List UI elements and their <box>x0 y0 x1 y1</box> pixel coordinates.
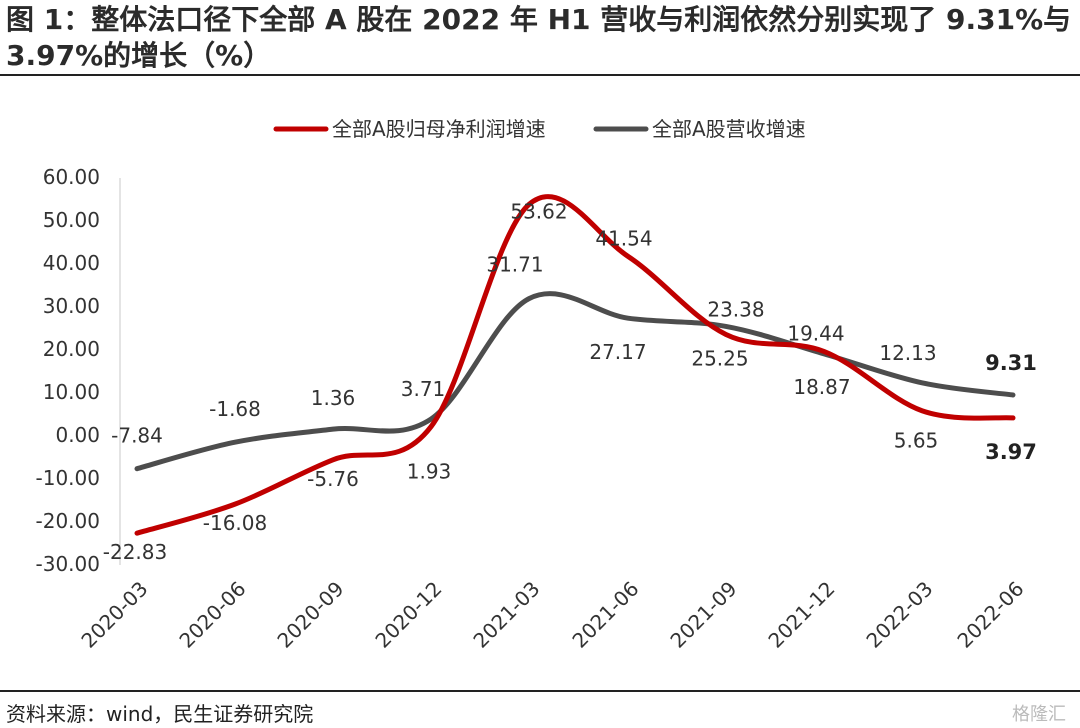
data-label-profit: 1.93 <box>407 460 452 484</box>
x-tick-label: 2020-12 <box>370 577 446 653</box>
y-tick-label: 60.00 <box>43 165 100 189</box>
data-label-profit: 5.65 <box>894 429 939 453</box>
line-chart: 全部A股归母净利润增速 全部A股营收增速 60.00 50.00 40.00 30.0… <box>36 117 1037 653</box>
data-label-revenue: -7.84 <box>111 424 163 448</box>
data-label-profit: 19.44 <box>787 321 844 345</box>
title-divider <box>0 74 1080 76</box>
x-tick-label: 2022-03 <box>861 577 937 653</box>
data-label-profit: 41.54 <box>595 226 652 250</box>
data-label-revenue: 12.13 <box>879 341 936 365</box>
chart-title: 图 1：整体法口径下全部 A 股在 2022 年 H1 营收与利润依然分别实现了… <box>6 3 1072 72</box>
x-tick-label: 2020-06 <box>174 577 250 653</box>
data-label-revenue: 9.31 <box>985 351 1037 375</box>
data-label-profit: -22.83 <box>103 540 167 564</box>
data-label-profit: 3.97 <box>985 440 1037 464</box>
watermark-logo: 格隆汇 <box>1012 704 1066 725</box>
series-line-profit <box>134 194 1016 536</box>
y-tick-label: -20.00 <box>36 509 100 533</box>
x-tick-labels: 2020-03 2020-06 2020-09 2020-12 2021-03 2021-… <box>76 577 1028 653</box>
data-label-revenue: 31.71 <box>486 253 543 277</box>
x-tick-label: 2021-12 <box>763 577 839 653</box>
data-labels: -22.83 -16.08 -5.76 1.93 53.62 41.54 23.38 19.4… <box>103 199 1037 564</box>
x-tick-label: 2021-03 <box>468 577 544 653</box>
x-tick-label: 2022-06 <box>952 577 1028 653</box>
legend-label-revenue: 全部A股营收增速 <box>652 117 806 141</box>
data-label-profit: -16.08 <box>203 511 267 535</box>
series-lines <box>134 194 1016 536</box>
data-label-revenue: 27.17 <box>589 340 646 364</box>
legend: 全部A股归母净利润增速 全部A股营收增速 <box>273 117 806 141</box>
y-tick-label: 50.00 <box>43 208 100 232</box>
data-label-revenue: -1.68 <box>209 397 261 421</box>
data-label-revenue: 1.36 <box>311 386 356 410</box>
y-tick-label: 0.00 <box>55 423 100 447</box>
series-line-revenue <box>134 291 1016 472</box>
y-tick-label: 10.00 <box>43 380 100 404</box>
data-label-revenue: 18.87 <box>793 375 850 399</box>
x-tick-label: 2020-03 <box>76 577 152 653</box>
data-label-profit: -5.76 <box>307 467 359 491</box>
y-tick-label: 40.00 <box>43 251 100 275</box>
y-tick-label: 30.00 <box>43 294 100 318</box>
x-tick-label: 2021-06 <box>567 577 643 653</box>
footer-divider <box>0 690 1080 692</box>
y-tick-label: -30.00 <box>36 552 100 576</box>
y-tick-label: 20.00 <box>43 337 100 361</box>
legend-label-profit: 全部A股归母净利润增速 <box>332 117 546 141</box>
data-label-revenue: 25.25 <box>691 346 748 370</box>
data-label-profit: 23.38 <box>707 297 764 321</box>
y-tick-label: -10.00 <box>36 466 100 490</box>
x-tick-label: 2021-09 <box>665 577 741 653</box>
y-tick-labels: 60.00 50.00 40.00 30.00 20.00 10.00 0.00 -10.00… <box>36 165 100 576</box>
source-note: 资料来源：wind，民生证券研究院 <box>6 702 314 726</box>
data-label-profit: 53.62 <box>510 199 567 223</box>
x-tick-label: 2020-09 <box>272 577 348 653</box>
data-label-revenue: 3.71 <box>401 377 446 401</box>
